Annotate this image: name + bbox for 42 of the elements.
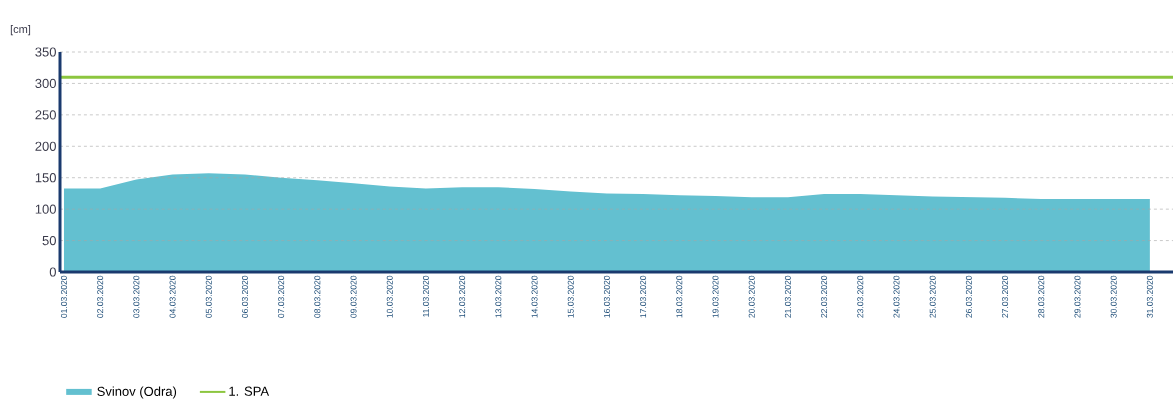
x-tick-label: 11.03.2020 — [422, 275, 429, 317]
x-tick-label: 29.03.2020 — [1074, 275, 1081, 318]
x-tick-label: 17.03.2020 — [640, 275, 647, 318]
x-tick-label: 09.03.2020 — [350, 275, 357, 318]
y-tick-label: 100 — [35, 204, 56, 214]
x-tick-label: 06.03.2020 — [241, 275, 248, 318]
x-tick-label: 24.03.2020 — [893, 275, 900, 318]
x-tick-label: 18.03.2020 — [676, 275, 683, 318]
x-tick-label: 13.03.2020 — [495, 275, 502, 318]
x-tick-label: 31.03.2020 — [1146, 275, 1153, 318]
y-axis-title: [cm] — [10, 25, 31, 36]
x-tick-label: 12.03.2020 — [459, 275, 466, 318]
x-tick-label: 10.03.2020 — [386, 275, 393, 318]
x-tick-label: 20.03.2020 — [748, 275, 755, 318]
x-tick-label: 23.03.2020 — [857, 275, 864, 318]
x-tick-label: 05.03.2020 — [205, 275, 212, 318]
y-tick-label: 50 — [42, 235, 56, 246]
x-tick-label: 08.03.2020 — [314, 275, 321, 318]
y-tick-label: 200 — [35, 141, 56, 151]
x-tick-label: 02.03.2020 — [97, 275, 104, 318]
y-tick-label: 250 — [35, 110, 56, 120]
y-tick-label: 350 — [35, 47, 56, 57]
y-tick-label: 0 — [49, 267, 56, 277]
x-tick-label: 30.03.2020 — [1110, 275, 1117, 318]
x-tick-label: 04.03.2020 — [169, 275, 176, 318]
x-tick-label: 03.03.2020 — [133, 275, 140, 318]
y-tick-label: 300 — [35, 78, 56, 89]
x-tick-label: 27.03.2020 — [1002, 275, 1009, 318]
y-tick-label: 150 — [35, 173, 56, 183]
x-tick-label: 28.03.2020 — [1038, 275, 1045, 318]
x-tick-label: 26.03.2020 — [965, 275, 972, 318]
x-tick-label: 16.03.2020 — [603, 275, 610, 318]
x-tick-label: 14.03.2020 — [531, 275, 538, 318]
x-tick-label: 22.03.2020 — [821, 275, 828, 318]
x-tick-label: 21.03.2020 — [784, 275, 791, 318]
x-tick-label: 01.03.2020 — [60, 275, 67, 318]
legend-label: Svinov (Odra) — [97, 386, 177, 399]
x-tick-label: 19.03.2020 — [712, 275, 719, 318]
x-tick-label: 07.03.2020 — [278, 275, 285, 318]
x-tick-label: 25.03.2020 — [929, 275, 936, 318]
x-tick-label: 15.03.2020 — [567, 275, 574, 318]
legend-label: 1. SPA — [229, 386, 270, 396]
